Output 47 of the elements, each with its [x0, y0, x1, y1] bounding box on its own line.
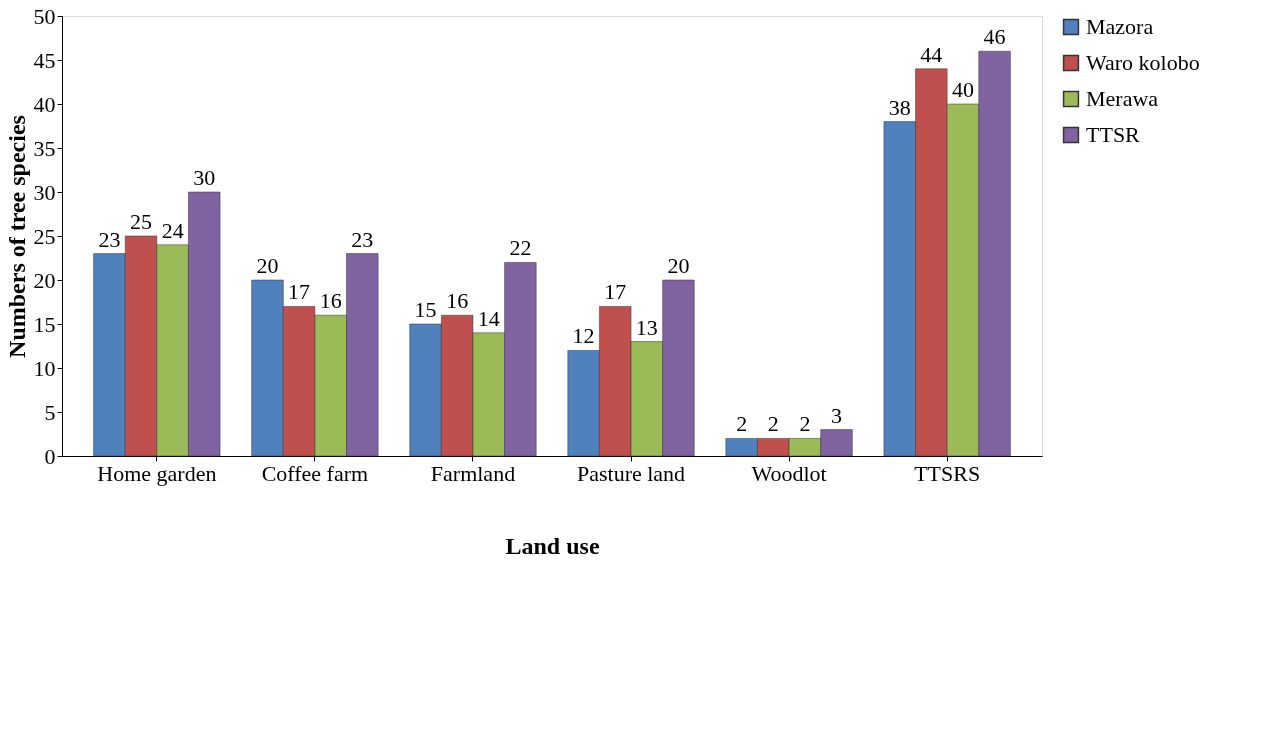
data-label: 20: [256, 253, 279, 278]
legend-label: Waro kolobo: [1086, 50, 1200, 75]
y-tick-label: 25: [33, 223, 56, 249]
x-axis-title: Land use: [505, 532, 600, 559]
data-label: 44: [920, 41, 943, 67]
data-label: 2: [799, 411, 811, 437]
legend-label: Mazora: [1086, 14, 1154, 39]
x-tick-label: Pasture land: [576, 460, 686, 486]
data-label: 12: [572, 323, 595, 349]
data-label: 22: [509, 235, 532, 261]
y-tick-label: 15: [33, 311, 56, 337]
x-tick-label: Farmland: [430, 460, 516, 486]
data-label: 24: [161, 217, 184, 243]
data-label: 14: [477, 305, 500, 331]
data-label: 15: [414, 297, 437, 322]
legend-label: TTSR: [1086, 122, 1141, 147]
y-tick-label: 40: [33, 91, 56, 117]
data-label: 25: [130, 209, 153, 234]
data-label: 23: [351, 226, 374, 252]
data-label: 17: [288, 279, 311, 305]
x-tick-label: Woodlot: [751, 460, 827, 486]
data-label: 20: [667, 253, 690, 278]
data-label: 46: [983, 24, 1006, 50]
y-tick-label: 35: [33, 135, 56, 161]
y-tick-label: 45: [33, 47, 56, 73]
y-tick-label: 5: [44, 399, 56, 425]
y-tick-label: 50: [33, 3, 56, 29]
data-label: 13: [635, 314, 658, 340]
x-tick-label: TTSRS: [914, 460, 981, 486]
data-label: 30: [193, 165, 216, 190]
y-tick-label: 10: [33, 355, 56, 381]
y-tick-label: 20: [33, 267, 56, 293]
x-tick-label: Coffee farm: [261, 460, 369, 486]
legend-label: Merawa: [1086, 86, 1159, 111]
data-label: 2: [767, 411, 779, 437]
data-label: 16: [319, 288, 342, 314]
data-label: 16: [446, 288, 469, 314]
y-tick-label: 0: [44, 443, 56, 469]
data-label: 38: [888, 94, 911, 120]
data-label: 2: [736, 411, 748, 437]
data-label: 23: [98, 226, 121, 252]
data-label: 40: [951, 77, 974, 102]
data-label: 3: [831, 402, 843, 428]
y-tick-label: 30: [33, 179, 56, 205]
data-label: 17: [604, 279, 627, 305]
x-tick-label: Home garden: [97, 460, 217, 486]
y-axis-title: Numbers of tree species: [3, 115, 30, 358]
